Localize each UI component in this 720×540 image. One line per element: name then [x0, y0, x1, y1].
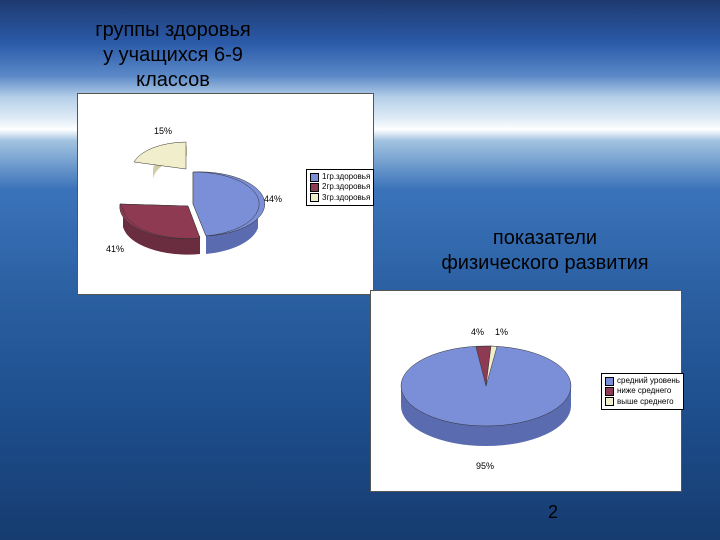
- chart1-label-3: 15%: [154, 126, 172, 136]
- chart2-legend: средний уровень ниже среднего выше средн…: [601, 373, 684, 410]
- chart1-title-line1: группы здоровья: [95, 19, 250, 41]
- chart1-legend: 1гр.здоровья 2гр.здоровья 3гр.здоровья: [306, 169, 374, 206]
- chart2-box: 95% 4% 1% средний уровень ниже среднего …: [370, 290, 682, 492]
- legend-item: 3гр.здоровья: [310, 193, 370, 203]
- legend-label: ниже среднего: [617, 386, 671, 396]
- legend-item: средний уровень: [605, 376, 680, 386]
- slide-background: группы здоровья у учащихся 6-9 классов 4…: [0, 0, 720, 540]
- swatch-icon: [310, 193, 319, 202]
- chart2-title: показатели физического развития: [425, 226, 665, 276]
- legend-label: 1гр.здоровья: [322, 172, 370, 182]
- chart2-title-line1: показатели: [493, 227, 597, 249]
- chart2-label-2: 4%: [471, 327, 484, 337]
- chart2-title-line2: физического развития: [441, 252, 648, 274]
- swatch-icon: [310, 173, 319, 182]
- legend-item: 1гр.здоровья: [310, 172, 370, 182]
- legend-label: выше среднего: [617, 397, 674, 407]
- page-number: 2: [548, 502, 558, 523]
- legend-item: выше среднего: [605, 397, 680, 407]
- chart1-title-line2: у учащихся 6-9 классов: [103, 44, 243, 91]
- chart1-label-2: 41%: [106, 244, 124, 254]
- swatch-icon: [310, 183, 319, 192]
- chart2-label-3: 1%: [495, 327, 508, 337]
- legend-label: 2гр.здоровья: [322, 182, 370, 192]
- swatch-icon: [605, 387, 614, 396]
- legend-item: 2гр.здоровья: [310, 182, 370, 192]
- chart1-title: группы здоровья у учащихся 6-9 классов: [68, 18, 278, 93]
- legend-label: 3гр.здоровья: [322, 193, 370, 203]
- swatch-icon: [605, 397, 614, 406]
- legend-label: средний уровень: [617, 376, 680, 386]
- chart1-box: 44% 41% 15% 1гр.здоровья 2гр.здоровья 3г…: [77, 93, 374, 295]
- swatch-icon: [605, 377, 614, 386]
- chart2-label-1: 95%: [476, 461, 494, 471]
- legend-item: ниже среднего: [605, 386, 680, 396]
- chart1-label-1: 44%: [264, 194, 282, 204]
